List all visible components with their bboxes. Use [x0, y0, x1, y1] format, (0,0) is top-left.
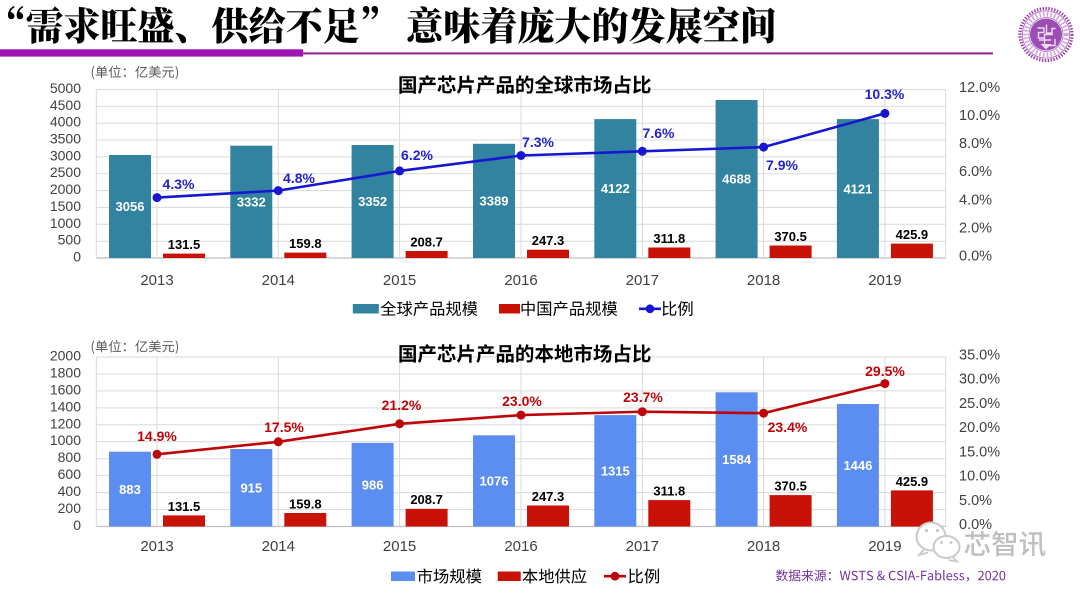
svg-text:6.0%: 6.0% — [959, 164, 992, 180]
svg-text:21.2%: 21.2% — [382, 397, 422, 413]
svg-text:1076: 1076 — [480, 474, 509, 489]
svg-text:23.0%: 23.0% — [502, 393, 542, 409]
svg-text:3500: 3500 — [50, 131, 81, 147]
svg-text:159.8: 159.8 — [289, 236, 322, 251]
svg-text:208.7: 208.7 — [410, 492, 443, 507]
svg-text:1500: 1500 — [50, 198, 81, 214]
svg-text:370.5: 370.5 — [774, 229, 807, 244]
svg-text:800: 800 — [58, 449, 82, 465]
svg-text:311.8: 311.8 — [653, 231, 685, 246]
svg-text:3352: 3352 — [358, 194, 387, 209]
svg-text:1400: 1400 — [50, 398, 81, 414]
svg-text:1584: 1584 — [722, 452, 752, 467]
svg-text:4000: 4000 — [50, 114, 81, 130]
svg-text:131.5: 131.5 — [168, 237, 201, 252]
svg-text:12.0%: 12.0% — [959, 80, 1000, 96]
svg-text:15.0%: 15.0% — [959, 444, 1000, 460]
svg-text:5.0%: 5.0% — [959, 493, 992, 509]
svg-text:4500: 4500 — [50, 97, 81, 113]
svg-text:10.0%: 10.0% — [959, 108, 1000, 124]
svg-text:2019: 2019 — [868, 538, 901, 555]
svg-text:2015: 2015 — [383, 538, 416, 555]
svg-text:400: 400 — [58, 483, 82, 499]
svg-text:2016: 2016 — [504, 272, 537, 289]
svg-text:3000: 3000 — [50, 147, 81, 163]
svg-text:35.0%: 35.0% — [959, 348, 1000, 364]
svg-text:370.5: 370.5 — [774, 479, 807, 494]
svg-text:0: 0 — [73, 249, 81, 265]
svg-text:10.0%: 10.0% — [959, 469, 1000, 485]
svg-text:2018: 2018 — [747, 272, 780, 289]
svg-text:2018: 2018 — [747, 538, 780, 555]
svg-text:2000: 2000 — [50, 181, 81, 197]
svg-text:20.0%: 20.0% — [959, 420, 1000, 436]
svg-text:3332: 3332 — [237, 195, 266, 210]
svg-text:3056: 3056 — [116, 199, 145, 214]
svg-text:425.9: 425.9 — [896, 474, 929, 489]
svg-text:2013: 2013 — [140, 538, 173, 555]
svg-text:23.7%: 23.7% — [623, 389, 663, 405]
svg-text:2500: 2500 — [50, 164, 81, 180]
svg-text:7.6%: 7.6% — [643, 125, 675, 141]
svg-text:247.3: 247.3 — [532, 233, 565, 248]
svg-text:2016: 2016 — [504, 538, 537, 555]
svg-text:2013: 2013 — [140, 272, 173, 289]
svg-text:2.0%: 2.0% — [959, 220, 992, 236]
svg-text:1315: 1315 — [601, 464, 630, 479]
svg-text:7.3%: 7.3% — [522, 134, 554, 150]
svg-text:2014: 2014 — [262, 272, 295, 289]
svg-text:247.3: 247.3 — [532, 489, 565, 504]
svg-text:600: 600 — [58, 466, 82, 482]
svg-text:1446: 1446 — [843, 458, 872, 473]
svg-text:2000: 2000 — [50, 348, 81, 364]
svg-text:883: 883 — [119, 482, 141, 497]
svg-text:14.9%: 14.9% — [137, 428, 177, 444]
svg-text:159.8: 159.8 — [289, 496, 322, 511]
svg-text:10.3%: 10.3% — [865, 86, 905, 102]
svg-text:200: 200 — [58, 500, 82, 516]
svg-text:4.3%: 4.3% — [163, 176, 195, 192]
svg-text:29.5%: 29.5% — [865, 363, 905, 379]
svg-text:17.5%: 17.5% — [264, 419, 304, 435]
svg-text:5000: 5000 — [50, 80, 81, 96]
svg-text:1200: 1200 — [50, 415, 81, 431]
svg-text:4122: 4122 — [601, 181, 630, 196]
svg-text:1800: 1800 — [50, 365, 81, 381]
svg-text:915: 915 — [240, 480, 262, 495]
svg-text:7.9%: 7.9% — [766, 157, 798, 173]
svg-text:1000: 1000 — [50, 432, 81, 448]
svg-text:2014: 2014 — [262, 538, 295, 555]
svg-text:311.8: 311.8 — [653, 484, 685, 499]
svg-text:6.2%: 6.2% — [401, 147, 433, 163]
svg-text:2015: 2015 — [383, 272, 416, 289]
svg-text:1600: 1600 — [50, 381, 81, 397]
svg-text:208.7: 208.7 — [410, 234, 443, 249]
svg-text:8.0%: 8.0% — [959, 136, 992, 152]
svg-text:2019: 2019 — [868, 272, 901, 289]
svg-text:0: 0 — [73, 517, 81, 533]
svg-text:986: 986 — [362, 477, 384, 492]
svg-text:30.0%: 30.0% — [959, 372, 1000, 388]
svg-text:0.0%: 0.0% — [959, 249, 992, 265]
svg-text:0.0%: 0.0% — [959, 517, 992, 533]
svg-text:500: 500 — [58, 232, 82, 248]
svg-text:425.9: 425.9 — [896, 227, 929, 242]
svg-text:23.4%: 23.4% — [768, 419, 808, 435]
svg-text:4688: 4688 — [722, 172, 751, 187]
svg-text:3389: 3389 — [480, 194, 509, 209]
svg-text:1000: 1000 — [50, 215, 81, 231]
svg-text:2017: 2017 — [626, 538, 659, 555]
svg-text:4121: 4121 — [843, 181, 872, 196]
svg-text:131.5: 131.5 — [168, 499, 201, 514]
svg-text:4.8%: 4.8% — [283, 170, 315, 186]
svg-text:2017: 2017 — [626, 272, 659, 289]
svg-text:4.0%: 4.0% — [959, 192, 992, 208]
svg-text:25.0%: 25.0% — [959, 396, 1000, 412]
